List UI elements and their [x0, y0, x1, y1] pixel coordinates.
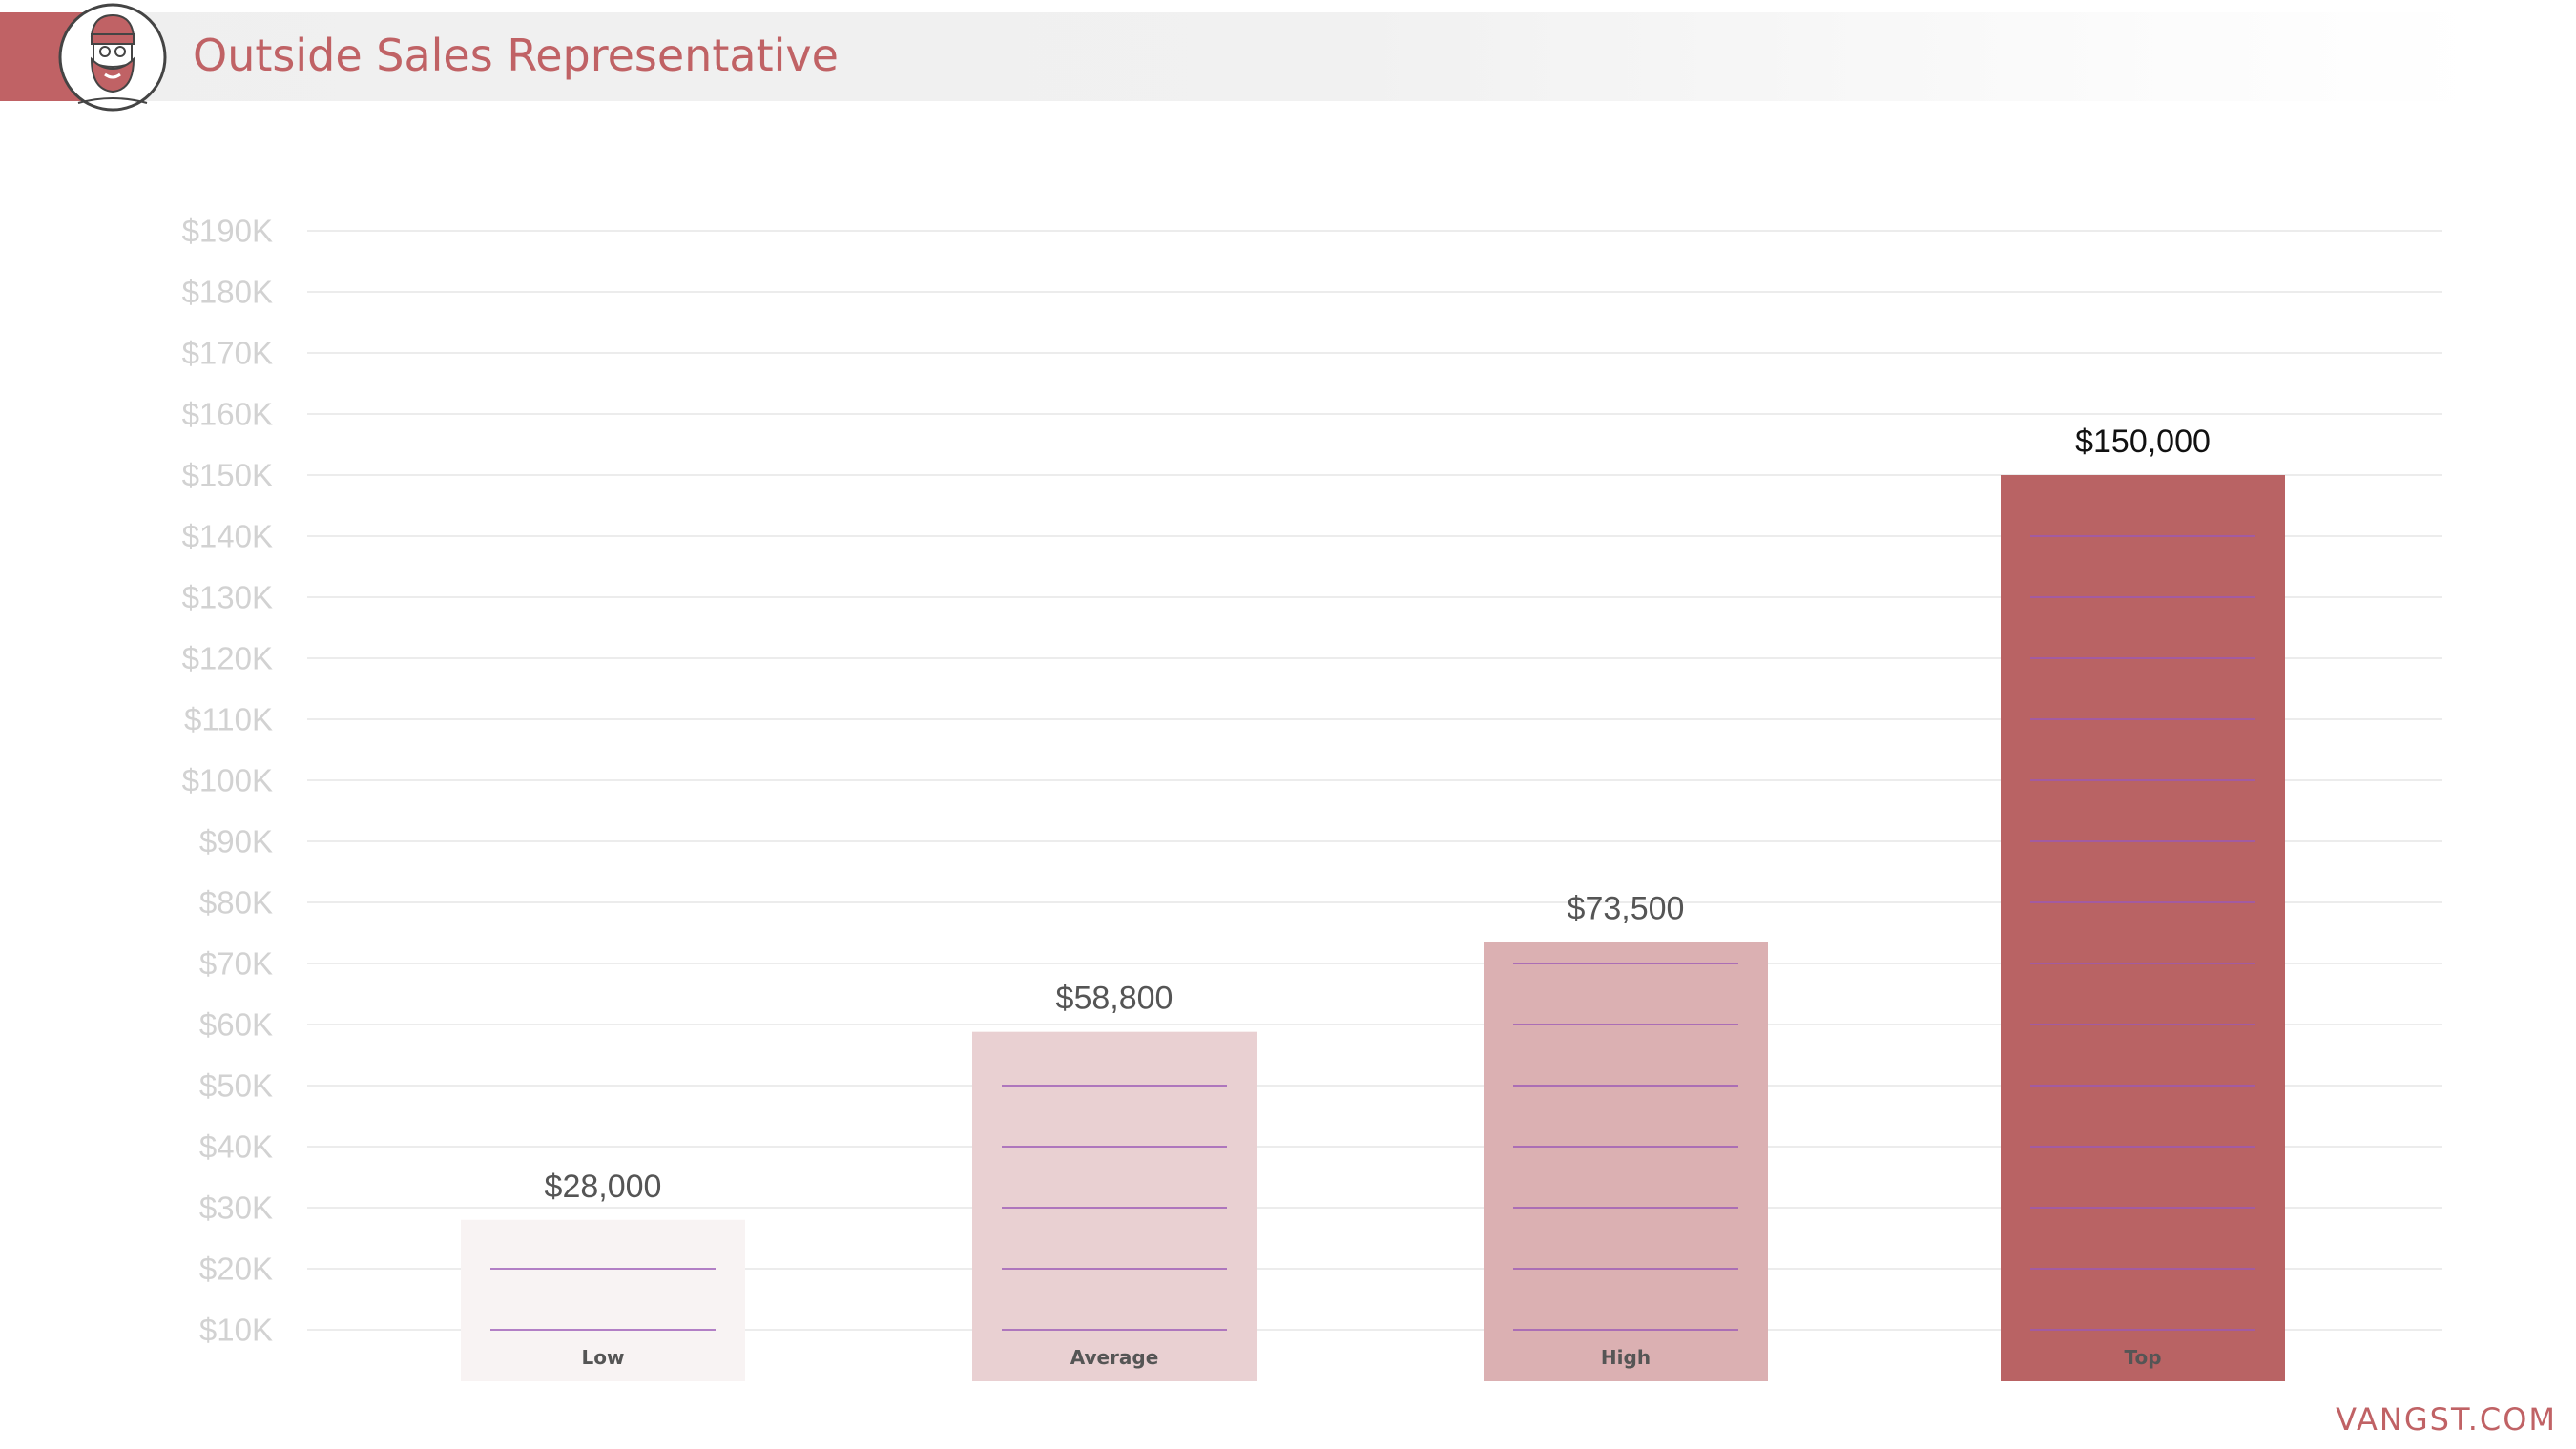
brand-link[interactable]: VANGST.COM	[2336, 1401, 2557, 1438]
y-tick-label: $60K	[199, 1007, 273, 1043]
category-label: Top	[2124, 1346, 2161, 1369]
bar	[461, 1219, 745, 1381]
y-tick-label: $80K	[199, 885, 273, 921]
y-tick-label: $10K	[199, 1313, 273, 1348]
y-tick-label: $40K	[199, 1129, 273, 1165]
bar	[972, 1031, 1257, 1381]
y-tick-label: $120K	[182, 641, 273, 676]
avatar-icon	[58, 3, 167, 112]
bar	[2001, 475, 2285, 1381]
y-tick-label: $30K	[199, 1190, 273, 1226]
y-tick-label: $160K	[182, 397, 273, 432]
y-tick-label: $190K	[182, 214, 273, 249]
category-label: Average	[1070, 1346, 1159, 1369]
category-label: High	[1601, 1346, 1651, 1369]
y-tick-label: $20K	[199, 1252, 273, 1287]
y-tick-label: $70K	[199, 946, 273, 982]
y-tick-label: $110K	[184, 702, 273, 737]
data-label: $150,000	[2075, 424, 2211, 460]
y-tick-label: $130K	[182, 580, 273, 615]
y-tick-label: $170K	[182, 336, 273, 371]
y-tick-label: $100K	[182, 763, 273, 798]
data-label: $73,500	[1568, 891, 1685, 927]
header-band	[0, 12, 2481, 101]
y-tick-label: $150K	[182, 458, 273, 493]
y-tick-label: $50K	[199, 1068, 273, 1104]
y-tick-label: $140K	[182, 519, 273, 554]
y-tick-label: $90K	[199, 824, 273, 859]
bar	[1484, 942, 1768, 1381]
data-label: $58,800	[1056, 981, 1174, 1017]
category-label: Low	[582, 1346, 625, 1369]
data-label: $28,000	[545, 1169, 662, 1205]
y-tick-label: $180K	[182, 275, 273, 310]
page-title: Outside Sales Representative	[193, 30, 839, 81]
